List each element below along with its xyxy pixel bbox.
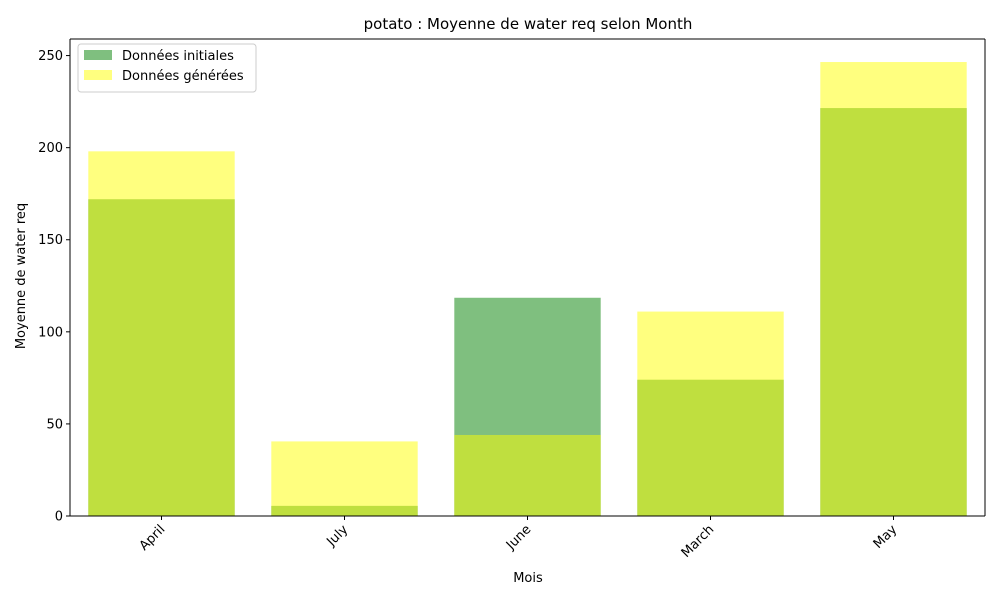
legend-label-2: Données générées xyxy=(122,69,244,84)
y-tick-label: 100 xyxy=(38,325,63,340)
y-tick-label: 200 xyxy=(38,141,63,156)
legend-swatch-1 xyxy=(84,50,112,60)
x-tick-label: July xyxy=(323,522,351,550)
x-tick-label: April xyxy=(137,522,169,554)
x-tick-label: March xyxy=(679,522,718,561)
bar-series2-july xyxy=(271,441,418,516)
bars-group xyxy=(88,62,967,517)
y-tick-label: 150 xyxy=(38,233,63,248)
y-axis-label: Moyenne de water req xyxy=(14,203,29,349)
bar-series2-june xyxy=(454,434,601,516)
chart-title: potato : Moyenne de water req selon Mont… xyxy=(364,15,693,33)
legend-box xyxy=(77,43,257,93)
y-tick-label: 50 xyxy=(46,417,63,432)
x-axis-label: Mois xyxy=(513,571,543,586)
y-tick-label: 0 xyxy=(55,510,63,525)
bar-series2-april xyxy=(88,151,235,516)
bar-series2-march xyxy=(637,311,784,516)
y-tick-label: 250 xyxy=(38,49,63,64)
x-tick-label: May xyxy=(871,522,901,552)
legend: Données initiales Données générées xyxy=(77,43,257,93)
legend-swatch-2 xyxy=(84,70,112,80)
legend-label-1: Données initiales xyxy=(122,49,234,64)
bar-series2-may xyxy=(820,62,967,517)
x-tick-label: June xyxy=(503,522,534,553)
